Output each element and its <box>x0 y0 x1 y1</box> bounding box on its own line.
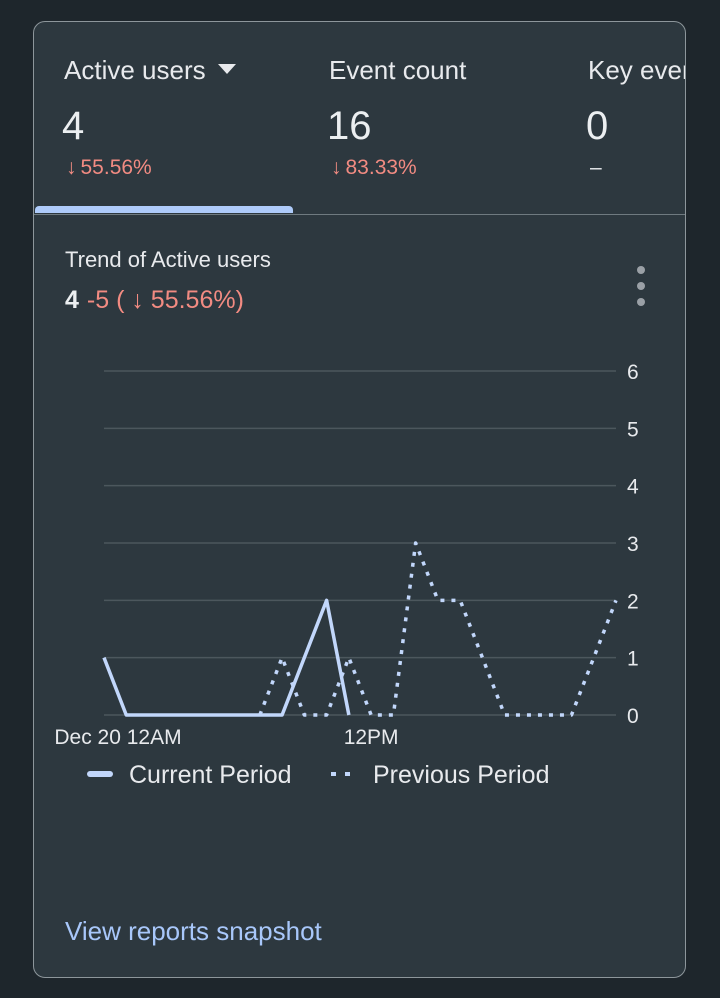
metric-tab-active-users[interactable]: Active users 4 ↓ 55.56% <box>62 22 314 212</box>
metric-tabs: Active users 4 ↓ 55.56% Event count 16 ↓ 8… <box>34 22 685 215</box>
series-previous-period-line <box>258 541 618 717</box>
y-tick-label: 4 <box>627 476 639 499</box>
x-tick-label: 12PM <box>344 726 399 749</box>
reports-card: Active users 4 ↓ 55.56% Event count 16 ↓ 8… <box>33 21 686 978</box>
metric-tab-event-count[interactable]: Event count 16 ↓ 83.33% <box>327 22 579 212</box>
x-tick-label: Dec 20 12AM <box>54 726 181 749</box>
y-tick-label: 6 <box>627 361 639 384</box>
metric-label: Event count <box>329 55 467 85</box>
legend-current-period-label: Current Period <box>129 761 292 789</box>
view-reports-snapshot-link[interactable]: View reports snapshot <box>65 916 322 946</box>
y-tick-label: 3 <box>627 533 639 556</box>
trend-value: 4 <box>65 286 79 314</box>
line-chart: 0 1 2 3 4 5 6 Dec 20 12AM 12PM Current Period Prev… <box>54 361 639 789</box>
legend-previous-period-label: Previous Period <box>373 761 549 789</box>
y-tick-label: 0 <box>627 705 639 728</box>
metric-tab-key-events[interactable]: Key events 0 – <box>586 22 685 212</box>
more-options-icon[interactable] <box>630 266 652 306</box>
metric-change: – <box>590 156 602 179</box>
arrow-down-icon: ↓ <box>66 156 77 179</box>
trend-summary: 4 -5 ( ↓ 55.56%) <box>65 286 244 315</box>
trend-title: Trend of Active users <box>65 247 271 272</box>
metric-label: Key events <box>588 55 685 85</box>
y-tick-label: 1 <box>627 648 639 671</box>
y-tick-label: 5 <box>627 418 639 441</box>
metric-value: 4 <box>62 104 85 148</box>
series-current-period-line <box>102 598 351 717</box>
arrow-down-icon: ↓ <box>331 156 342 179</box>
metric-label: Active users <box>64 55 236 86</box>
metric-value: 16 <box>327 104 372 148</box>
dropdown-caret-icon[interactable] <box>217 64 236 75</box>
active-tab-indicator <box>35 206 293 213</box>
trend-delta: -5 ( ↓ 55.56%) <box>86 286 244 314</box>
metric-value: 0 <box>586 104 609 148</box>
metric-change: ↓ 83.33% <box>331 156 417 179</box>
metric-change: ↓ 55.56% <box>66 156 152 179</box>
y-tick-label: 2 <box>627 590 639 613</box>
